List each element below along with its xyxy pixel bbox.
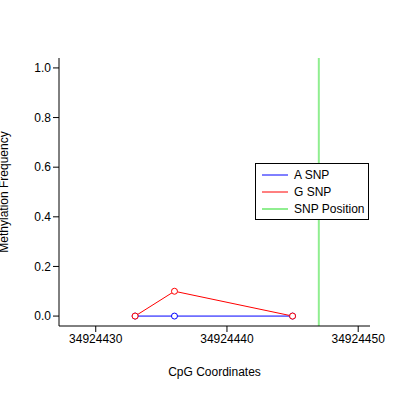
- svg-text:34924450: 34924450: [331, 332, 385, 346]
- html-text:G SNP: G SNP: [294, 184, 332, 199]
- svg-text:0.2: 0.2: [34, 260, 51, 274]
- svg-text:Methylation Frequency: Methylation Frequency: [8, 131, 11, 252]
- svg-text:0.0: 0.0: [34, 309, 51, 323]
- svg-text:34924440: 34924440: [200, 332, 254, 346]
- html-text:A SNP: A SNP: [294, 167, 330, 182]
- svg-text:CpG Coordinates: CpG Coordinates: [168, 365, 261, 379]
- svg-text:0.6: 0.6: [34, 160, 51, 174]
- svg-text:0.4: 0.4: [34, 210, 51, 224]
- svg-text:0.8: 0.8: [34, 111, 51, 125]
- svg-text:34924430: 34924430: [69, 332, 123, 346]
- html-text:SNP Position: SNP Position: [294, 201, 365, 216]
- svg-text:1.0: 1.0: [34, 61, 51, 75]
